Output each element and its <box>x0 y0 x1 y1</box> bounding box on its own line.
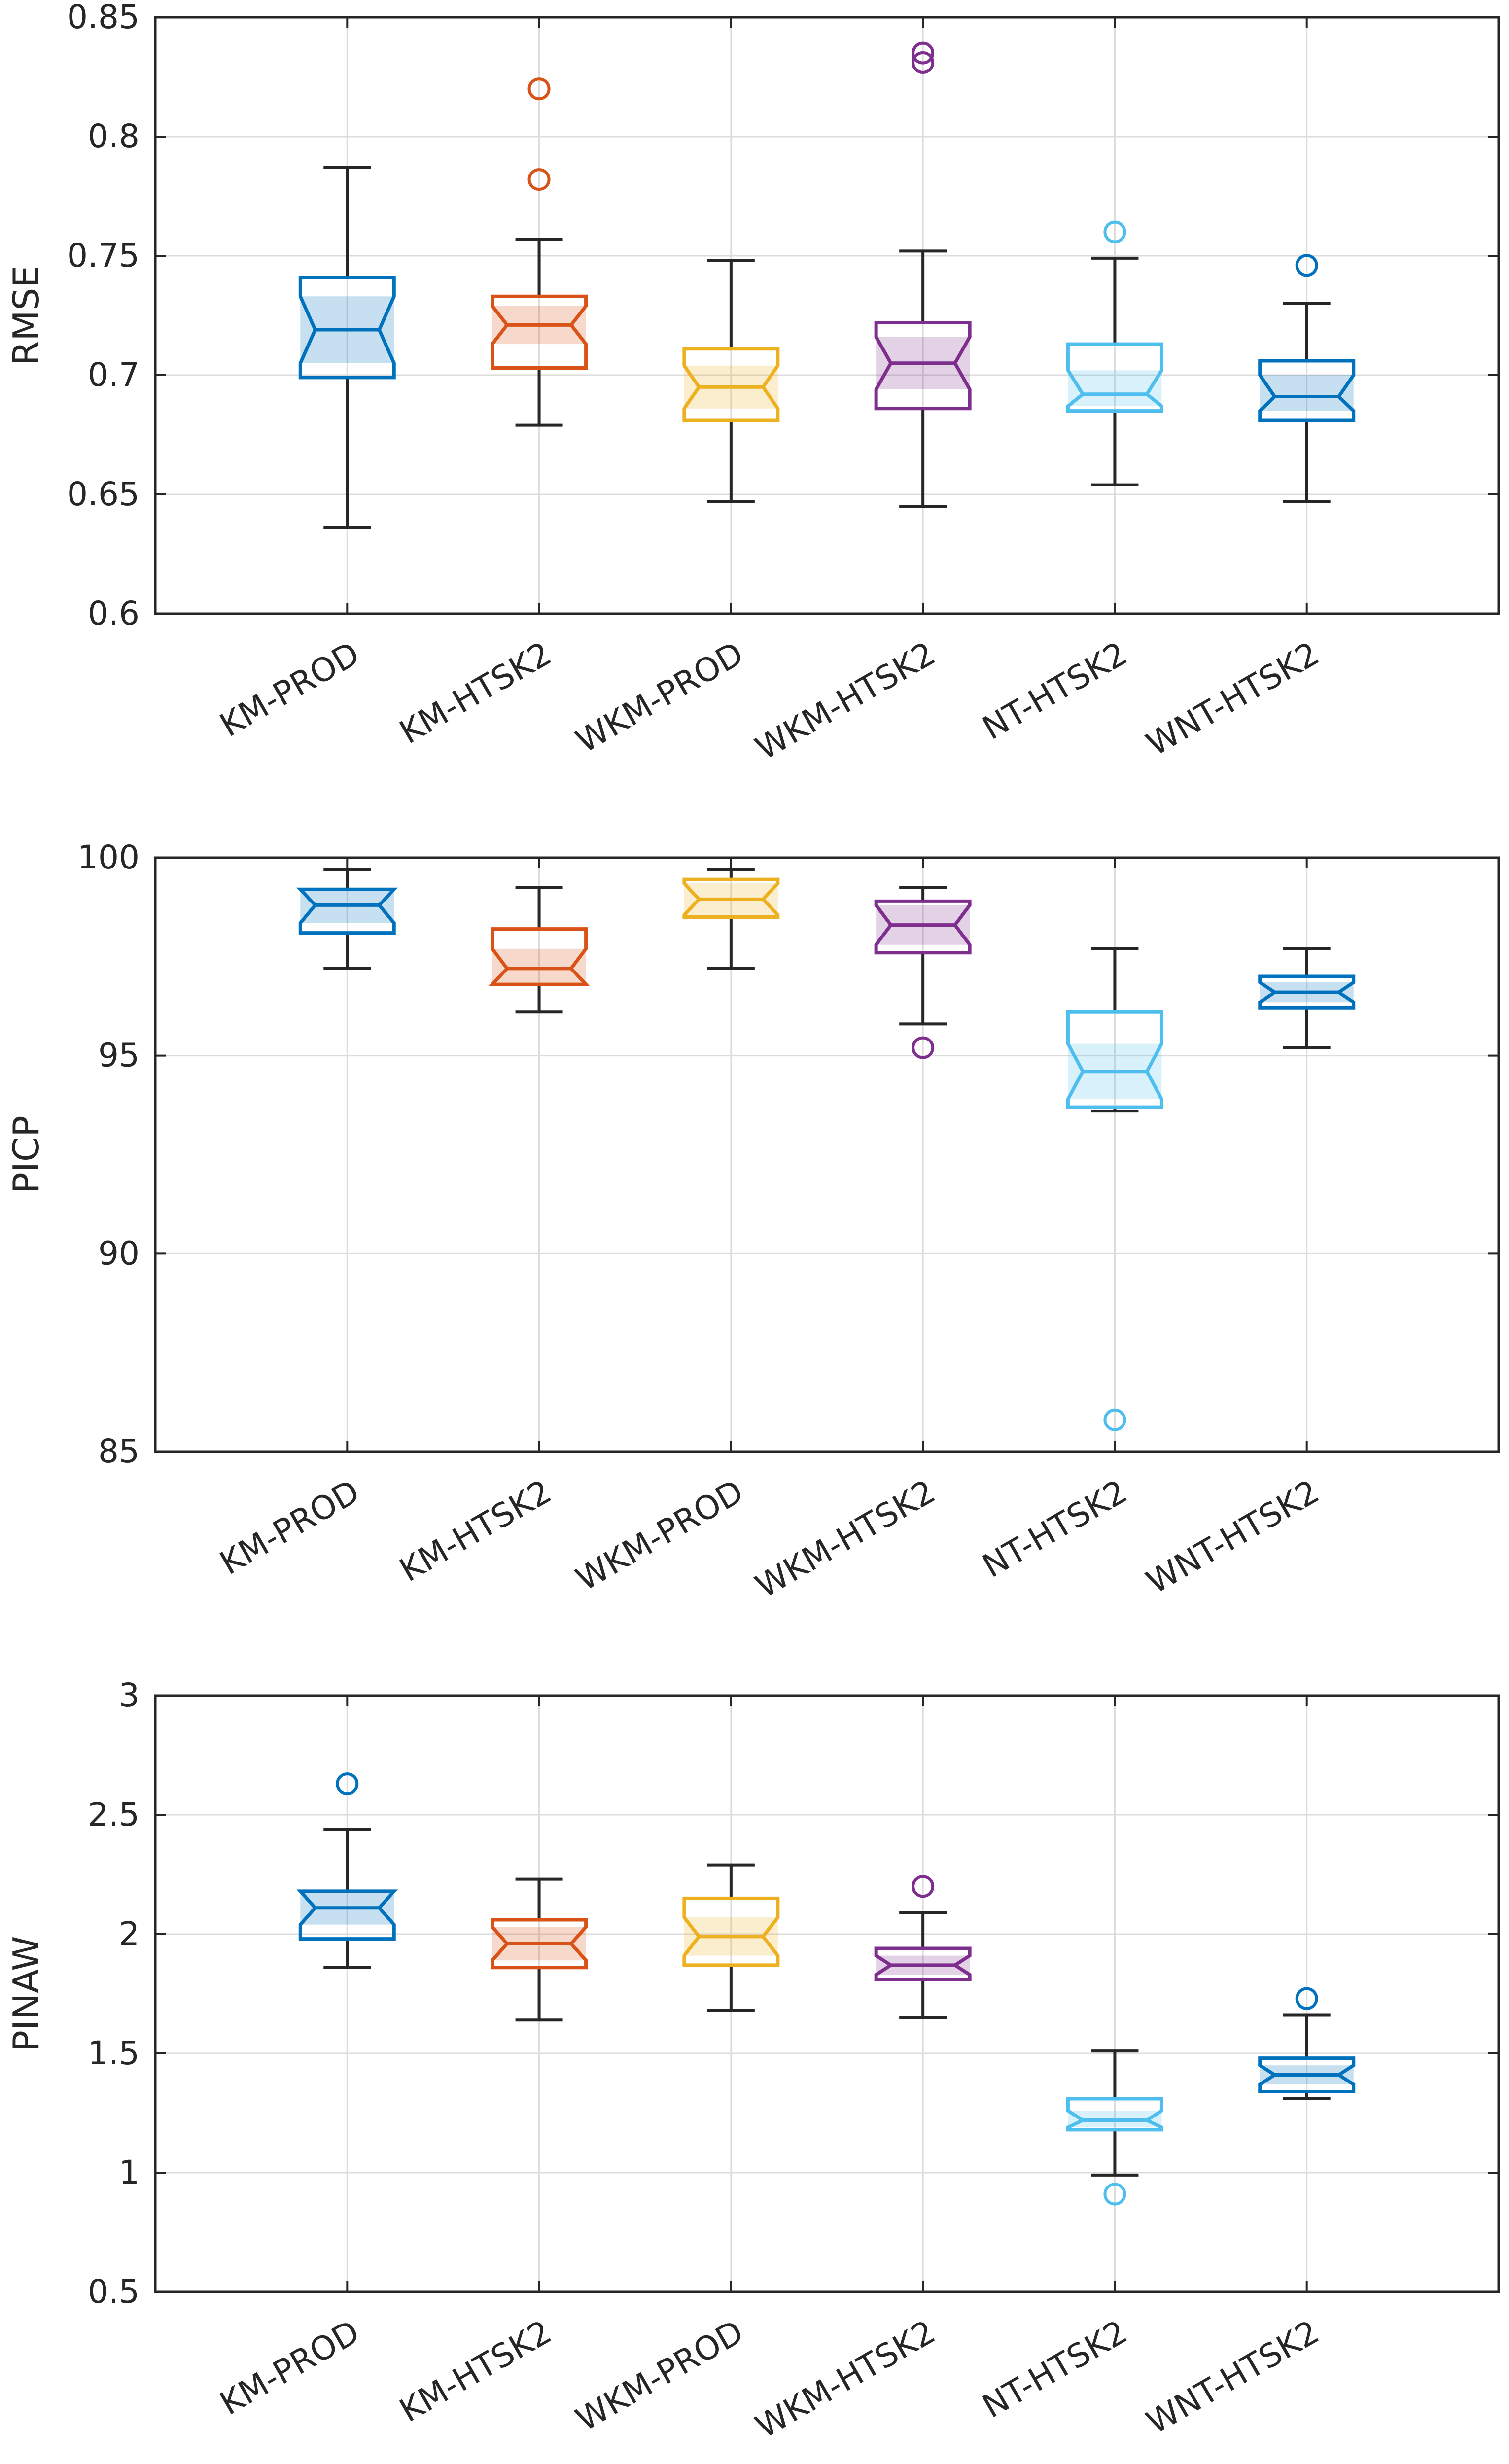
box-outline <box>1066 1010 1163 1109</box>
x-tick-label: WKM-HTSK2 <box>749 1472 942 1605</box>
box-outline <box>1066 2097 1163 2132</box>
box-outline <box>874 321 972 411</box>
box-outline <box>874 1946 972 1981</box>
x-tick-label: KM-HTSK2 <box>393 634 558 751</box>
y-tick-label: 95 <box>98 1037 140 1075</box>
box-km-prod <box>296 1772 398 1969</box>
axes-frame <box>154 1694 1500 2293</box>
box-wkm-prod <box>682 259 780 503</box>
outlier-point <box>336 1772 359 1796</box>
box-outline <box>874 899 972 955</box>
box-wkm-prod <box>682 868 780 970</box>
x-tick-label: KM-PROD <box>213 634 366 744</box>
box-km-htsk2 <box>491 1877 588 2022</box>
x-tick-label: KM-HTSK2 <box>393 2313 558 2429</box>
outlier-point <box>912 1036 935 1059</box>
box-outline <box>1258 974 1356 1010</box>
x-tick-label: NT-HTSK2 <box>976 634 1134 747</box>
y-tick-label: 0.65 <box>67 475 140 513</box>
x-tick-label: NT-HTSK2 <box>976 1472 1134 1585</box>
box-wkm-htsk2 <box>874 886 972 1059</box>
y-tick-label: 2 <box>119 1915 140 1953</box>
x-tick-label: WKM-PROD <box>569 634 750 761</box>
axes-frame <box>154 16 1500 615</box>
y-tick-label: 0.6 <box>88 594 140 632</box>
box-outline <box>1258 2056 1356 2093</box>
x-tick-label: WKM-PROD <box>569 1472 750 1598</box>
x-tick-label: NT-HTSK2 <box>976 2313 1134 2426</box>
y-axis-label: PINAW <box>5 1936 47 2051</box>
outlier-point <box>1295 1987 1318 2010</box>
y-tick-label: 0.85 <box>67 0 140 36</box>
outlier-point <box>912 1875 935 1898</box>
chart-rmse: 0.6 0.65 0.7 0.75 0.8 0.85 RMSE KM-PROD KM-HTSK2… <box>5 0 1500 767</box>
x-tick-label: WNT-HTSK2 <box>1140 2313 1326 2442</box>
y-tick-label: 1.5 <box>88 2034 140 2072</box>
box-km-htsk2 <box>491 77 588 427</box>
notch-band <box>1068 370 1162 406</box>
outlier-point <box>1103 1408 1126 1431</box>
y-tick-label: 85 <box>98 1432 140 1470</box>
box-nt-htsk2 <box>1066 947 1163 1431</box>
box-nt-htsk2 <box>1066 2049 1163 2206</box>
box-wnt-htsk2 <box>1258 1987 1356 2100</box>
y-tick-label: 1 <box>119 2153 140 2191</box>
box-km-prod <box>298 166 396 529</box>
chart-pinaw: 0.5 1 1.5 2 2.5 3 PINAW KM-PROD KM-HTSK2 WKM-PROD… <box>5 1676 1500 2446</box>
axes-frame <box>154 856 1500 1453</box>
x-tick-label: WKM-HTSK2 <box>749 634 942 767</box>
x-tick-label: WKM-HTSK2 <box>749 2313 942 2446</box>
x-tick-label: WKM-PROD <box>569 2313 750 2439</box>
notch-band <box>492 948 586 985</box>
y-tick-label: 2.5 <box>88 1796 140 1834</box>
outlier-point <box>1103 2183 1126 2206</box>
x-tick-label: KM-PROD <box>213 2313 366 2423</box>
box-wkm-prod <box>682 1863 780 2012</box>
box-wkm-htsk2 <box>874 41 972 508</box>
box-outline <box>682 1896 780 1967</box>
y-axis-label: PICP <box>5 1115 47 1193</box>
box-outline <box>491 294 588 370</box>
box-outline <box>491 1918 588 1970</box>
box-outline <box>296 1889 398 1941</box>
box-outline <box>298 276 396 380</box>
y-axis-label: RMSE <box>5 265 47 365</box>
box-wnt-htsk2 <box>1258 947 1356 1049</box>
outlier-point <box>912 41 935 65</box>
x-tick-label: KM-PROD <box>213 1472 366 1582</box>
outlier-point <box>1295 254 1318 277</box>
x-tick-label: WNT-HTSK2 <box>1140 1472 1326 1601</box>
box-outline <box>488 927 590 986</box>
outlier-point <box>1103 220 1126 243</box>
x-tick-label: KM-HTSK2 <box>393 1472 558 1589</box>
y-tick-label: 0.5 <box>88 2273 140 2311</box>
box-km-htsk2 <box>488 886 590 1014</box>
box-outline <box>296 887 398 935</box>
notch-band <box>1260 375 1354 411</box>
box-nt-htsk2 <box>1066 220 1163 486</box>
y-tick-label: 3 <box>119 1676 140 1714</box>
box-outline <box>682 347 780 422</box>
y-tick-label: 0.7 <box>88 356 140 394</box>
y-tick-label: 90 <box>98 1234 140 1272</box>
outlier-point <box>527 168 551 191</box>
box-outline <box>1258 359 1356 422</box>
box-wkm-htsk2 <box>874 1875 972 2019</box>
y-tick-label: 0.8 <box>88 117 140 155</box>
box-km-prod <box>296 868 398 970</box>
outlier-point <box>527 77 551 101</box>
box-outline <box>682 877 780 919</box>
y-tick-label: 0.75 <box>67 237 140 275</box>
chart-picp: 85 90 95 100 PICP KM-PROD KM-HTSK2 WKM-PRODWKM-… <box>5 838 1500 1605</box>
y-tick-label: 100 <box>77 838 140 876</box>
x-tick-label: WNT-HTSK2 <box>1140 634 1326 763</box>
box-outline <box>1066 342 1163 413</box>
outlier-point <box>912 51 935 74</box>
box-wnt-htsk2 <box>1258 254 1356 503</box>
